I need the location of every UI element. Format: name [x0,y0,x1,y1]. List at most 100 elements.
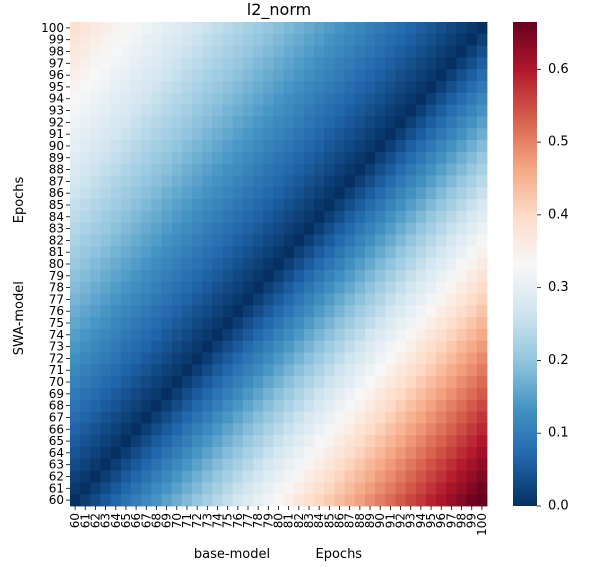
heatmap-cell [212,104,223,117]
heatmap-cell [446,446,457,460]
heatmap-cell [314,269,325,283]
heatmap-cell [100,246,112,259]
heatmap-cell [120,45,132,58]
heatmap-cell [303,305,315,318]
heatmap-cell [90,376,101,389]
heatmap-cell [161,57,173,70]
heatmap-cell [334,116,346,129]
heatmap-cell [446,423,457,436]
y-tick-label: 69 [49,387,64,401]
heatmap-cell [202,69,213,82]
heatmap-cell [80,116,91,129]
heatmap-cell [100,45,112,58]
heatmap-cell [131,470,142,483]
heatmap-cell [100,458,112,471]
heatmap-cell [385,187,396,200]
heatmap-cell [110,33,122,47]
heatmap-cell [90,163,101,176]
heatmap-cell [385,210,396,224]
heatmap-cell [192,317,203,330]
heatmap-cell [456,317,468,330]
heatmap-cell [293,305,305,318]
heatmap-cell [80,387,91,401]
heatmap-cell [303,328,315,342]
heatmap-cell [456,411,468,424]
heatmap-cell [110,364,122,377]
heatmap-cell [90,210,101,224]
heatmap-cell [202,293,213,306]
heatmap-cell [476,305,488,318]
heatmap-cell [232,340,244,353]
heatmap-cell [405,340,417,353]
heatmap-cell [253,482,264,495]
heatmap-cell [415,22,427,35]
heatmap-cell [161,364,173,377]
heatmap-cell [476,364,488,377]
heatmap-cell [405,305,417,318]
heatmap-cell [181,104,193,117]
heatmap-cell [171,199,183,212]
heatmap-cell [202,317,213,330]
heatmap-cell [314,222,325,235]
heatmap-cell [90,352,101,365]
heatmap-cell [263,423,274,436]
heatmap-cell [171,116,183,129]
heatmap-cell [395,199,407,212]
heatmap-cell [466,494,478,507]
heatmap-cell [70,435,81,448]
heatmap-cell [344,376,356,389]
heatmap-cell [181,328,193,342]
heatmap-cell [70,269,81,283]
heatmap-cell [324,104,335,117]
heatmap-cell [161,69,173,82]
heatmap-cell [415,411,427,424]
heatmap-cell [314,411,325,424]
heatmap-cell [344,234,356,247]
heatmap-cell [314,246,325,259]
heatmap-cell [395,69,407,82]
heatmap-cell [253,128,264,141]
heatmap-cell [171,45,183,58]
heatmap-cell [334,317,346,330]
heatmap-cell [354,45,366,58]
heatmap-cell [90,234,101,247]
heatmap-cell [242,222,254,235]
heatmap-cell [100,104,112,117]
heatmap-cell [303,387,315,401]
heatmap-cell [80,175,91,188]
heatmap-cell [375,222,386,235]
y-tick-label: 89 [49,151,64,165]
heatmap-cell [171,352,183,365]
heatmap-cell [466,293,478,306]
heatmap-cell [222,81,234,94]
heatmap-cell [324,234,335,247]
heatmap-cell [415,458,427,471]
heatmap-cell [161,81,173,94]
heatmap-cell [202,222,213,235]
heatmap-cell [283,317,295,330]
heatmap-cell [344,435,356,448]
heatmap-cell [131,387,142,401]
colorbar [513,22,537,506]
heatmap-cell [476,446,488,460]
heatmap-cell [151,494,162,507]
heatmap-cell [131,305,142,318]
heatmap-cell [232,57,244,70]
heatmap-cell [242,269,254,283]
heatmap-cell [436,328,447,342]
heatmap-cell [90,423,101,436]
heatmap-cell [222,175,234,188]
heatmap-cell [253,340,264,353]
heatmap-cell [242,104,254,117]
heatmap-cell [476,435,488,448]
heatmap-cell [253,57,264,70]
heatmap-cell [395,175,407,188]
heatmap-cell [293,269,305,283]
heatmap-cell [120,494,132,507]
heatmap-cell [425,446,437,460]
heatmap-cell [192,81,203,94]
heatmap-cell [283,328,295,342]
heatmap-cell [303,199,315,212]
heatmap-cell [202,387,213,401]
heatmap-cell [141,399,152,412]
